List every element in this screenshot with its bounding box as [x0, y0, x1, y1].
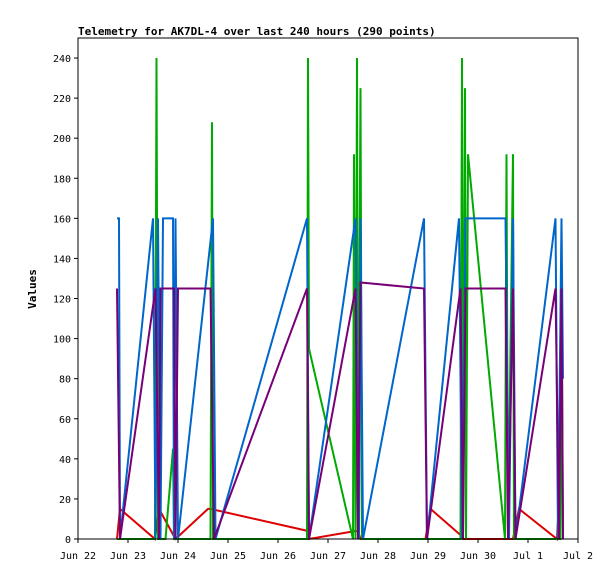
- y-tick-label: 100: [53, 335, 71, 346]
- y-tick-label: 120: [53, 295, 71, 306]
- x-tick-label: Jul 2: [563, 551, 593, 562]
- y-tick-label: 80: [59, 375, 71, 386]
- y-tick-label: 240: [53, 54, 71, 65]
- y-tick-label: 0: [65, 535, 71, 546]
- y-axis: 0 20 40 60 80 100 120 140 160 180 200 220 240: [53, 54, 78, 546]
- y-tick-label: 140: [53, 254, 71, 265]
- x-tick-label: Jun 26: [260, 551, 296, 562]
- y-axis-label: Values: [26, 269, 39, 309]
- x-tick-label: Jun 30: [460, 551, 496, 562]
- x-tick-label: Jun 24: [160, 551, 196, 562]
- y-tick-label: 20: [59, 495, 71, 506]
- plot-area: [116, 57, 564, 541]
- y-tick-label: 200: [53, 134, 71, 145]
- y-tick-label: 40: [59, 455, 71, 466]
- x-tick-label: Jun 22: [60, 551, 96, 562]
- chart-title: Telemetry for AK7DL-4 over last 240 hour…: [78, 25, 436, 38]
- x-tick-label: Jun 27: [310, 551, 346, 562]
- y-tick-label: 60: [59, 415, 71, 426]
- series-purple-line: [116, 281, 564, 540]
- x-tick-label: Jul 1: [513, 551, 543, 562]
- series-blue-line: [117, 217, 564, 540]
- y-tick-label: 160: [53, 214, 71, 225]
- series-red-line: [116, 505, 560, 541]
- y-tick-label: 180: [53, 174, 71, 185]
- x-tick-label: Jun 28: [360, 551, 396, 562]
- y-tick-label: 220: [53, 94, 71, 105]
- x-tick-label: Jun 23: [110, 551, 146, 562]
- x-axis: Jun 22 Jun 23 Jun 24 Jun 25 Jun 26 Jun 27 Jun …: [60, 539, 593, 562]
- series-green-line: [117, 57, 564, 540]
- x-tick-label: Jun 25: [210, 551, 246, 562]
- x-tick-label: Jun 29: [410, 551, 446, 562]
